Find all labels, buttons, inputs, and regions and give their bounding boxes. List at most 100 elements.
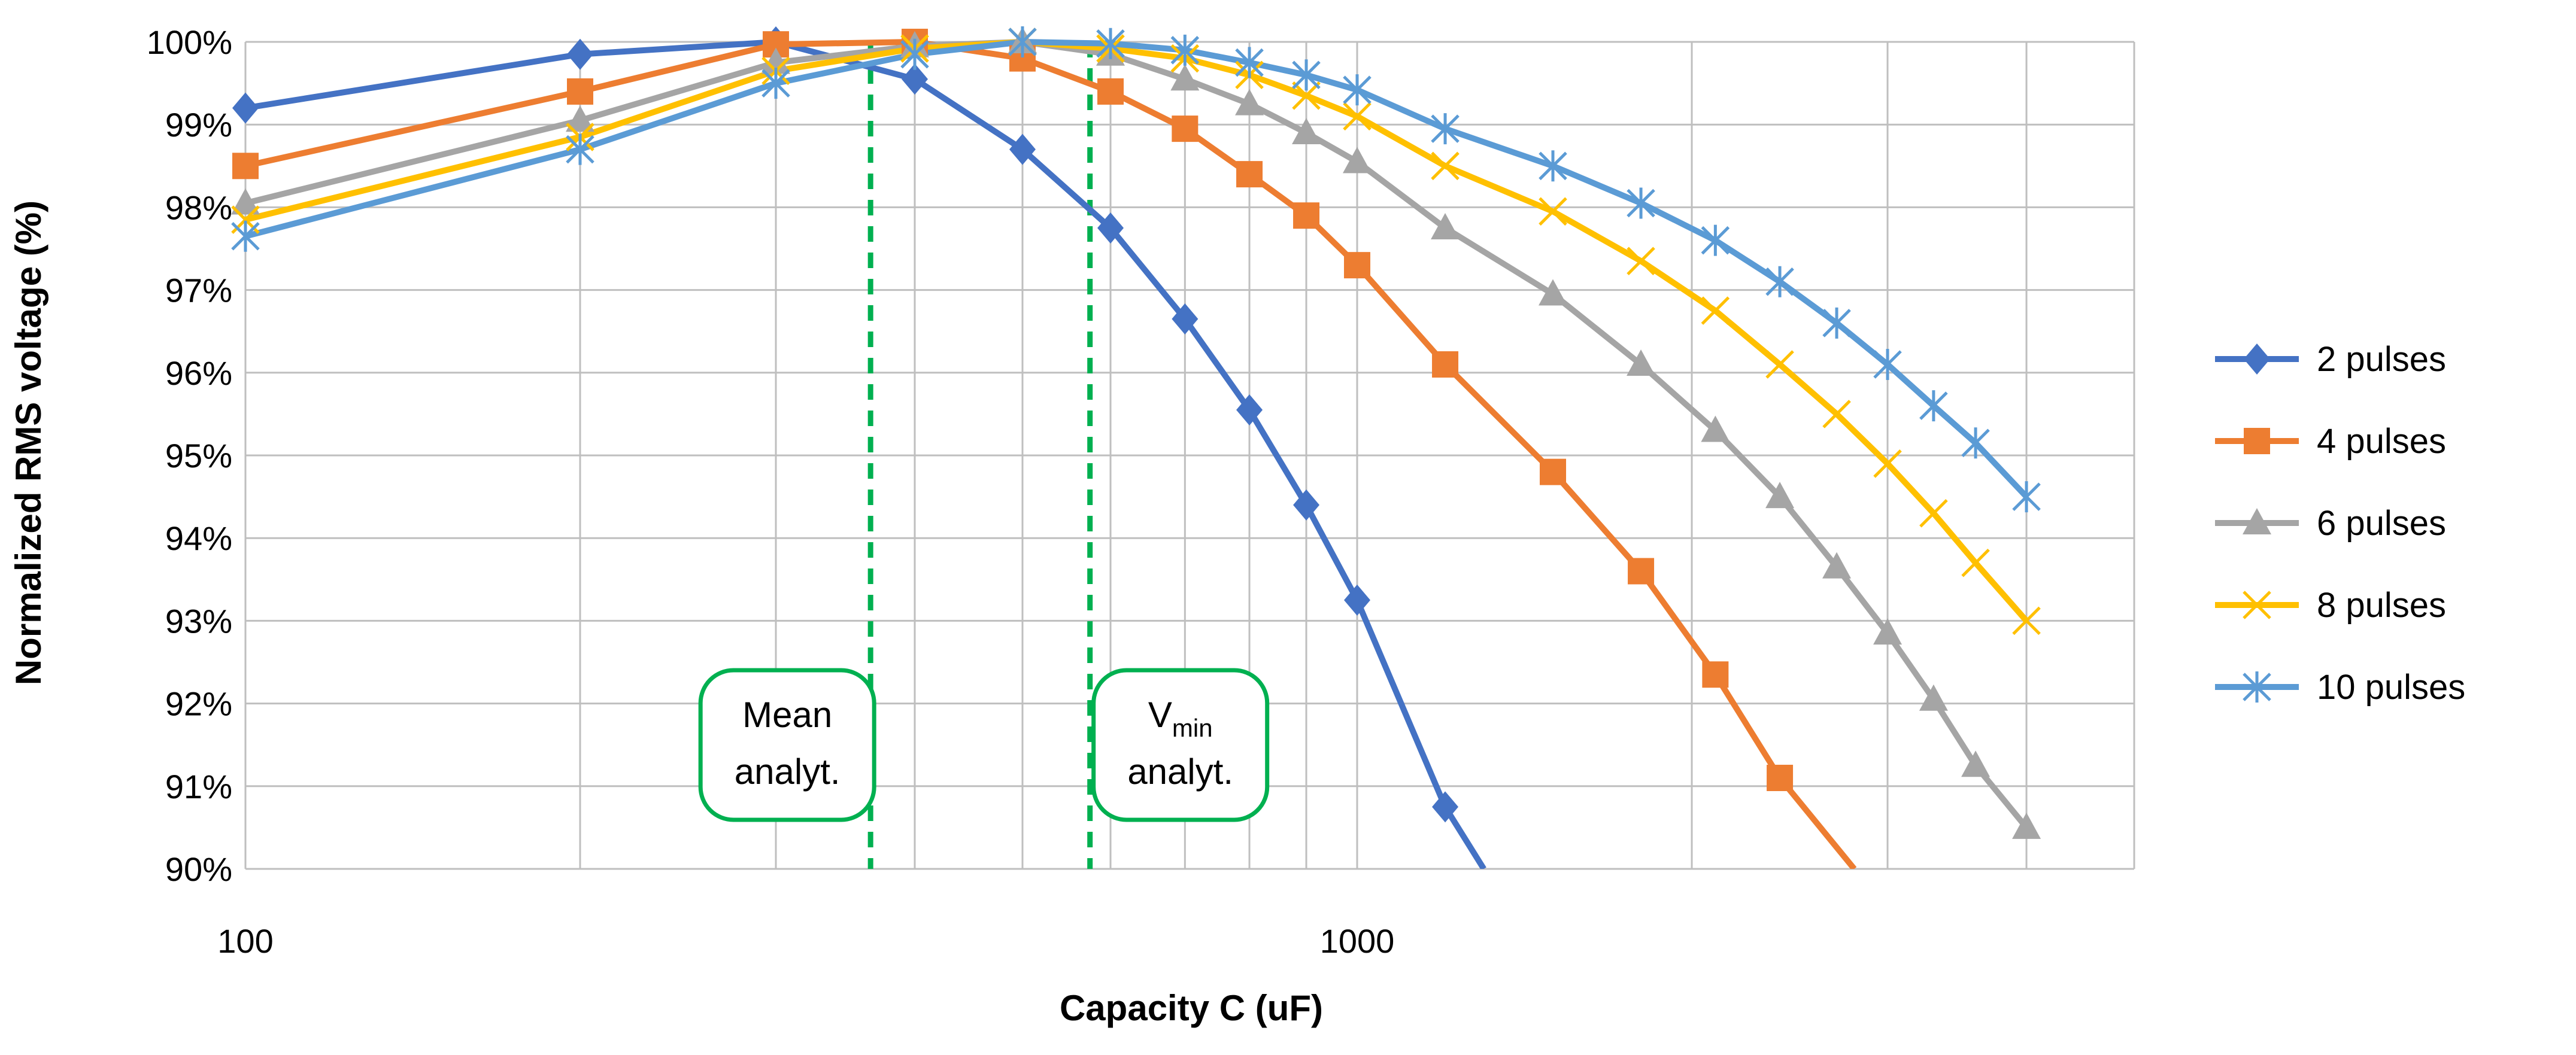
data-point — [231, 220, 260, 252]
legend-item-10-pulses: 10 pulses — [2215, 668, 2465, 707]
data-point — [1344, 252, 1371, 279]
annotation-boxes: Mean analyt. Vmin analyt. — [698, 668, 1270, 822]
legend-item-2-pulses: 2 pulses — [2215, 340, 2446, 379]
data-point — [1822, 400, 1851, 428]
series-markers — [231, 26, 2041, 839]
data-point — [1628, 558, 1655, 585]
data-point — [1432, 791, 1459, 823]
data-point — [1343, 147, 1372, 174]
legend-marker — [2243, 508, 2271, 534]
data-point — [1293, 202, 1320, 229]
y-tick-label: 99% — [165, 106, 232, 144]
data-point — [1170, 64, 1200, 91]
legend-label: 4 pulses — [2317, 422, 2446, 461]
mean-analyt-label2: analyt. — [735, 752, 841, 792]
data-point — [1431, 151, 1460, 181]
data-point — [1873, 618, 1903, 645]
series-line-2-pulses — [245, 39, 1486, 869]
vmin-analyt-box: Vmin analyt. — [1091, 668, 1270, 822]
data-point — [1961, 427, 1990, 459]
legend-marker — [2244, 343, 2270, 375]
y-tick-label: 90% — [165, 850, 232, 888]
data-point — [1236, 161, 1263, 188]
data-point — [2012, 481, 2041, 513]
data-point — [1873, 449, 1902, 478]
data-point — [1919, 498, 1948, 528]
data-point — [1432, 351, 1459, 378]
data-point — [1765, 266, 1794, 297]
legend-item-4-pulses: 4 pulses — [2215, 422, 2446, 461]
data-point — [567, 38, 594, 70]
data-point — [232, 153, 259, 180]
data-point — [1627, 247, 1655, 275]
data-point — [2012, 606, 2041, 636]
data-point — [1096, 28, 1125, 59]
legend-label: 6 pulses — [2317, 504, 2446, 543]
data-point — [1701, 415, 1730, 442]
data-point — [1009, 133, 1036, 165]
data-point — [1627, 349, 1656, 376]
data-point — [1822, 307, 1851, 339]
data-point — [1236, 394, 1263, 425]
y-tick-label: 97% — [165, 272, 232, 309]
data-point — [761, 47, 791, 74]
data-point — [1627, 187, 1655, 219]
data-point — [1765, 482, 1795, 509]
data-point — [1961, 750, 1991, 777]
data-point — [1343, 102, 1372, 131]
data-point — [1822, 552, 1852, 579]
data-point — [1343, 74, 1372, 106]
y-tick-label: 95% — [165, 437, 232, 475]
legend-label: 10 pulses — [2317, 668, 2465, 707]
data-point — [1539, 197, 1567, 226]
data-point — [232, 92, 259, 124]
series-line-8-pulses — [244, 39, 2029, 623]
data-point — [566, 133, 594, 165]
data-point — [231, 188, 260, 215]
y-tick-label: 93% — [165, 602, 232, 640]
x-axis-title: Capacity C (uF) — [1060, 988, 1323, 1028]
y-axis-title: Normalized RMS voltage (%) — [8, 200, 48, 685]
legend-item-8-pulses: 8 pulses — [2215, 586, 2446, 625]
data-point — [1235, 89, 1264, 115]
data-point — [1539, 279, 1568, 306]
data-point — [900, 38, 929, 70]
data-point — [1008, 26, 1037, 57]
legend: 2 pulses 4 pulses 6 pulses 8 pulses 10 pulse… — [2215, 340, 2465, 707]
data-point — [1172, 115, 1199, 142]
y-tick-label: 100% — [147, 23, 232, 61]
data-point — [1431, 113, 1460, 145]
y-tick-label: 94% — [165, 519, 232, 557]
legend-item-6-pulses: 6 pulses — [2215, 504, 2446, 543]
data-point — [1097, 78, 1124, 105]
data-point — [1540, 458, 1567, 485]
data-point — [1431, 212, 1460, 239]
legend-label: 2 pulses — [2317, 340, 2446, 379]
legend-label: 8 pulses — [2317, 586, 2446, 625]
tick-labels: 90% 91% 92% 93% 94% 95% 96% 97% 98% 99% 100% 100 100… — [147, 23, 1395, 960]
data-point — [1919, 390, 1948, 422]
data-point — [1292, 118, 1321, 145]
x-tick-label: 1000 — [1320, 922, 1395, 960]
vmin-analyt-label: Vmin — [1148, 695, 1213, 742]
data-point — [1292, 59, 1321, 91]
data-point — [761, 68, 790, 99]
series-line-10-pulses — [244, 39, 2029, 499]
mean-analyt-box: Mean analyt. — [698, 668, 876, 822]
legend-marker — [2243, 671, 2271, 703]
series-line-4-pulses — [244, 39, 1857, 869]
data-point — [1961, 548, 1990, 577]
data-point — [567, 78, 594, 105]
data-point — [1235, 47, 1264, 78]
data-point — [1172, 303, 1199, 335]
y-tick-label: 98% — [165, 188, 232, 226]
y-tick-label: 91% — [165, 768, 232, 805]
data-point — [1539, 150, 1567, 182]
data-point — [1292, 81, 1321, 110]
vmin-analyt-label2: analyt. — [1127, 752, 1233, 792]
data-point — [1097, 212, 1124, 244]
data-point — [1919, 684, 1948, 711]
legend-marker — [2244, 428, 2270, 454]
y-tick-label: 92% — [165, 685, 232, 723]
